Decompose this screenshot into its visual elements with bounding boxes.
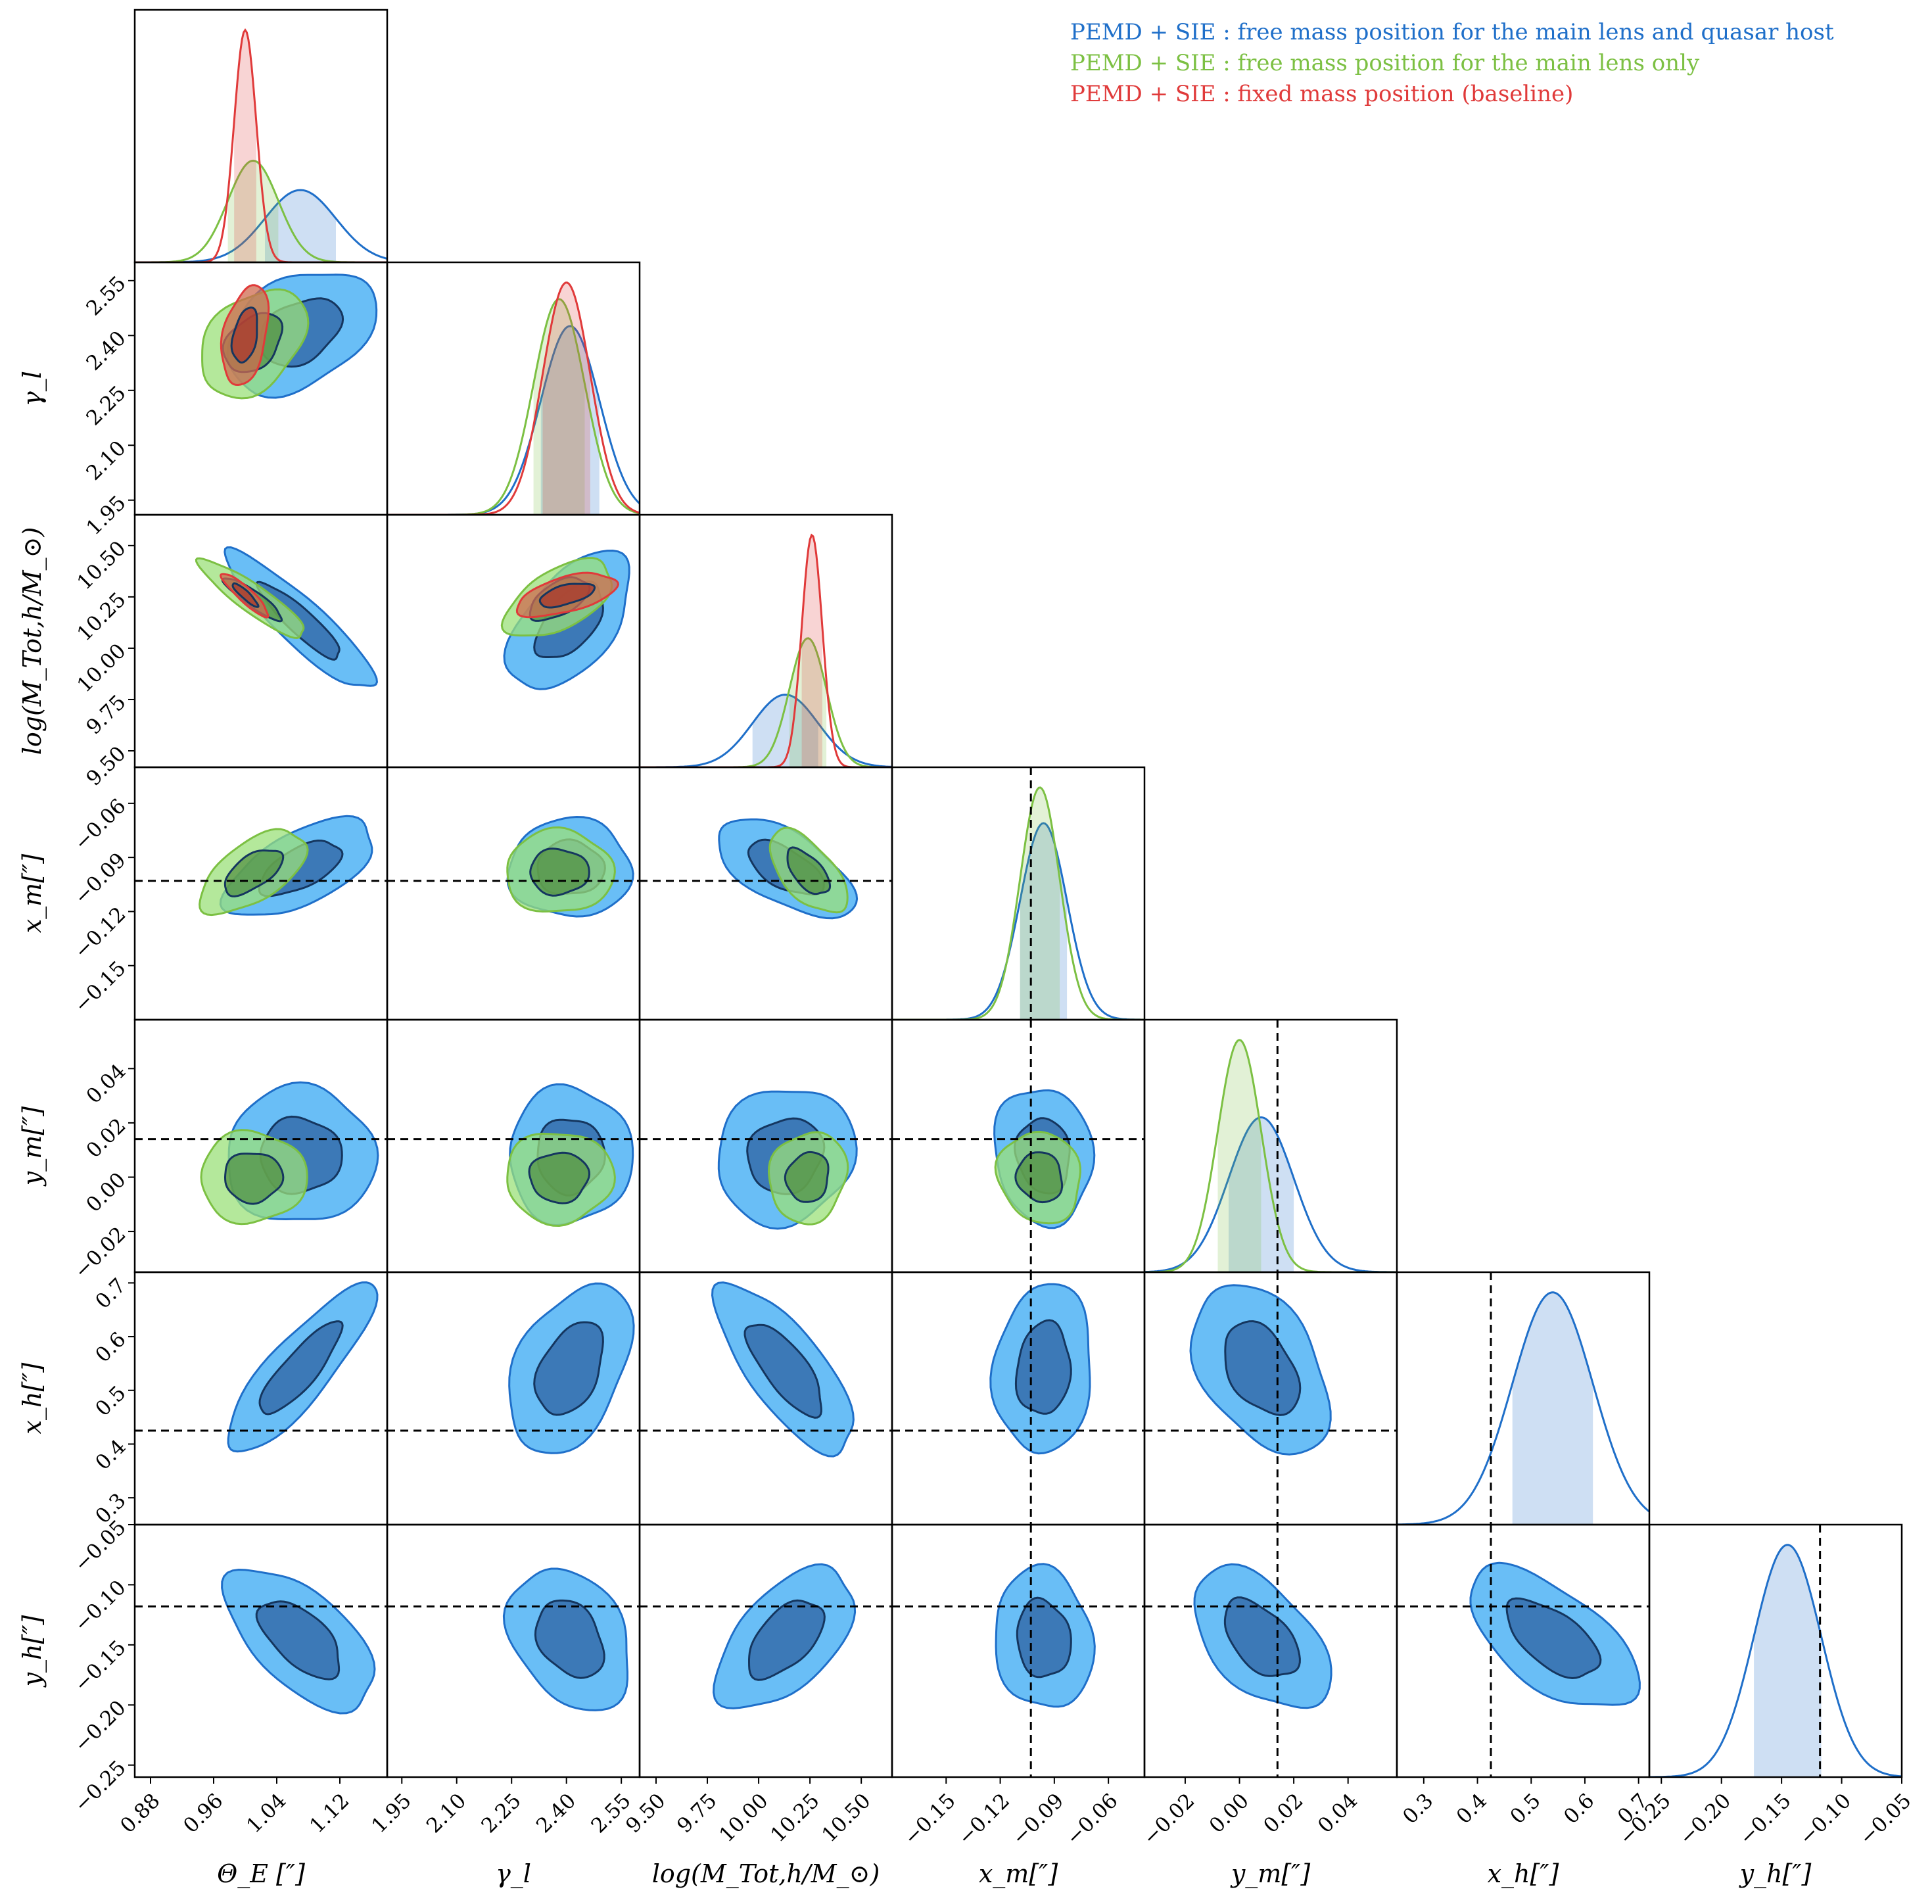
legend-entry: PEMD + SIE : free mass position for the … <box>1070 50 1700 76</box>
marginal-curve <box>640 637 892 767</box>
legend-entry: PEMD + SIE : free mass position for the … <box>1070 19 1834 45</box>
x-axis-label: γ_l <box>496 1859 531 1889</box>
panel-logM-theta_E <box>195 546 379 687</box>
y-axis-label: y_m[″] <box>18 1107 47 1187</box>
panel-x_h-logM <box>640 1281 892 1458</box>
contour-inner <box>1014 1319 1072 1415</box>
panel-x_m-x_m <box>892 767 1144 1020</box>
marginal-band <box>752 694 818 767</box>
marginal-band <box>227 160 279 262</box>
contour-inner <box>224 1153 285 1205</box>
panel-x_h-y_m <box>1144 1272 1397 1525</box>
marginal-curve <box>135 28 387 262</box>
x-axis-label: x_h[″] <box>1488 1859 1559 1889</box>
panel-x_h-x_m <box>892 1272 1144 1525</box>
panel-y_m-theta_E <box>135 1081 387 1226</box>
contour-inner <box>255 1600 341 1680</box>
y-axis-label: x_h[″] <box>18 1362 47 1434</box>
contour-inner <box>786 846 832 895</box>
contour-inner <box>1224 1320 1302 1416</box>
marginal-band <box>1020 787 1060 1020</box>
panel-y_h-x_h <box>1397 1525 1649 1777</box>
panel-y_m-x_m <box>892 1020 1144 1272</box>
panel-theta_E-theta_E <box>135 28 387 262</box>
panel-y_m-gamma_l <box>387 1083 640 1227</box>
contour-inner <box>529 847 590 897</box>
contour-inner <box>231 582 260 608</box>
marginal-band <box>265 190 336 262</box>
contour-inner <box>743 1323 822 1419</box>
contour-inner <box>534 1599 605 1679</box>
contour-inner <box>258 1320 344 1416</box>
x-axis-label: log(M_Tot,h/M_⊙) <box>652 1859 880 1889</box>
panel-x_h-gamma_l <box>387 1282 640 1454</box>
marginal-curve <box>1144 1039 1397 1272</box>
panel-y_h-theta_E <box>135 1568 387 1715</box>
marginal-band <box>540 326 600 515</box>
panel-x_m-gamma_l <box>387 815 640 918</box>
contour-inner <box>528 1151 591 1204</box>
panel-y_m-logM <box>640 1090 892 1230</box>
contour-inner <box>230 306 258 364</box>
marginal-band <box>1512 1292 1593 1525</box>
legend-entry: PEMD + SIE : fixed mass position (baseli… <box>1070 81 1573 107</box>
panels-layer <box>133 9 1903 1778</box>
y-axis-label: log(M_Tot,h/M_⊙) <box>18 527 47 755</box>
marginal-curve <box>892 822 1144 1020</box>
panel-x_m-logM <box>640 818 892 920</box>
y-axis-label: y_h[″] <box>18 1615 47 1688</box>
panel-y_h-y_m <box>1144 1525 1397 1777</box>
y-axis-label: x_m[″] <box>18 854 47 933</box>
marginal-curve <box>1397 1291 1649 1525</box>
contour-inner <box>1505 1597 1602 1680</box>
x-axis-label: y_h[″] <box>1739 1859 1812 1889</box>
panel-y_h-gamma_l <box>387 1567 640 1711</box>
panel-y_m-y_m <box>1144 1020 1397 1272</box>
x-axis-label: y_m[″] <box>1230 1859 1311 1889</box>
marginal-curve <box>387 298 640 515</box>
marginal-band <box>542 282 590 515</box>
legend: PEMD + SIE : free mass position for the … <box>1070 19 1834 107</box>
panel-gamma_l-theta_E <box>201 274 378 400</box>
panel-gamma_l-gamma_l <box>387 281 640 515</box>
panel-y_h-logM <box>640 1563 892 1709</box>
marginal-curve <box>387 325 640 515</box>
panel-y_h-y_h <box>1649 1525 1902 1777</box>
x-axis-label: Θ_E [″] <box>217 1859 305 1889</box>
panel-x_h-theta_E <box>135 1281 387 1453</box>
contour-inner <box>748 1599 826 1681</box>
contour-inner <box>1014 1151 1064 1204</box>
contour-inner <box>538 583 596 609</box>
contour-inner <box>533 1321 604 1416</box>
y-axis-label: γ_l <box>18 371 47 406</box>
panel-frame <box>1648 1523 1903 1778</box>
marginal-band <box>1217 1039 1261 1272</box>
marginal-curve <box>1649 1544 1902 1777</box>
x-axis-label: x_m[″] <box>979 1859 1058 1889</box>
contour-inner <box>784 1151 830 1203</box>
marginal-band <box>801 535 822 767</box>
marginal-curve <box>387 281 640 515</box>
marginal-band <box>1754 1544 1822 1777</box>
panel-x_h-x_h <box>1397 1272 1649 1525</box>
panel-x_m-theta_E <box>135 815 387 916</box>
marginal-band <box>234 30 256 262</box>
marginal-curve <box>892 786 1144 1020</box>
panel-y_h-x_m <box>892 1525 1144 1777</box>
contour-inner <box>1223 1596 1301 1677</box>
panel-logM-gamma_l <box>500 549 630 690</box>
